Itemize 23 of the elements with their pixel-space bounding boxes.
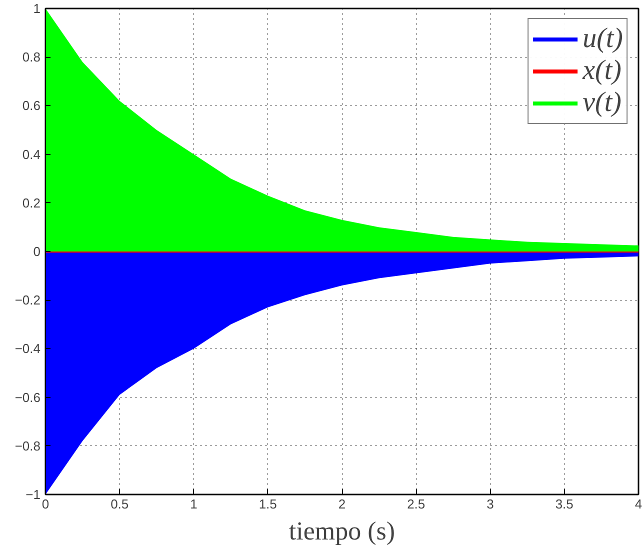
- x-tick-label: 2.5: [407, 496, 426, 512]
- y-tick-label: 0.4: [22, 146, 41, 162]
- x-tick-label: 0.5: [110, 496, 129, 512]
- x-tick-label: 1.5: [258, 496, 277, 512]
- y-tick-label: −1: [26, 487, 41, 502]
- y-tick-label: 0.2: [22, 195, 41, 210]
- x-tick-label: 2: [338, 496, 346, 512]
- y-tick-label: 1: [33, 1, 41, 16]
- y-tick-label: −0.6: [14, 390, 41, 405]
- legend-label: u(t): [582, 23, 623, 55]
- legend-label: x(t): [582, 55, 622, 87]
- x-tick-label: 3: [486, 496, 494, 512]
- y-tick-label: 0.8: [22, 50, 41, 65]
- y-tick-label: 0.6: [22, 98, 41, 114]
- x-tick-label: 1: [190, 496, 198, 512]
- legend-label: v(t): [582, 87, 622, 119]
- x-tick-label: 4: [634, 496, 642, 512]
- y-tick-label: −0.2: [14, 292, 41, 308]
- y-tick-label: −0.8: [14, 438, 41, 454]
- x-axis-title: tiempo (s): [288, 516, 396, 546]
- x-tick-label: 3.5: [555, 496, 574, 512]
- y-tick-label: −0.4: [14, 341, 41, 356]
- y-tick-label: 0: [33, 244, 41, 259]
